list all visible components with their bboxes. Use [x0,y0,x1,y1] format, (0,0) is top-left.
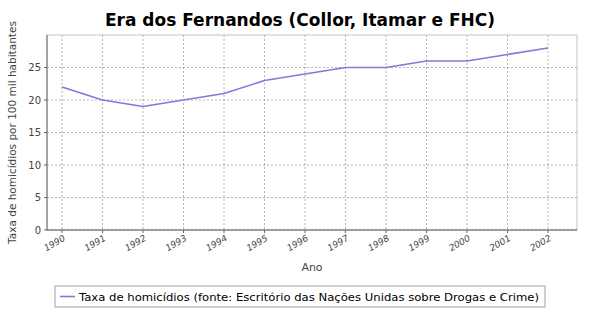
x-tick-label: 1992 [123,233,148,253]
legend-swatch [60,296,75,298]
y-tick-label: 15 [28,127,41,138]
y-grid-line [47,132,577,133]
x-grid-line [62,35,63,230]
y-axis-label: Taxa de homicídios por 100 mil habitante… [6,21,18,245]
x-tick-label: 1995 [245,233,270,253]
y-tick-label: 10 [28,160,41,171]
y-tick-label: 20 [28,95,41,106]
y-tick [44,230,47,231]
x-tick-label: 1991 [83,233,108,253]
x-tick-label: 1999 [407,233,432,253]
chart-title: Era dos Fernandos (Collor, Itamar e FHC) [105,10,495,30]
x-grid-line [426,35,427,230]
x-grid-line [102,35,103,230]
y-grid-line [47,100,577,101]
x-grid-line [345,35,346,230]
x-tick-label: 2000 [447,233,472,253]
series-group [62,48,548,107]
y-tick [44,165,47,166]
legend-label: Taxa de homicídios (fonte: Escritório da… [78,291,539,303]
x-tick-label: 1997 [326,233,351,253]
background [0,0,600,315]
y-tick [44,197,47,198]
y-grid-line [47,165,577,166]
x-tick-label: 1996 [285,233,310,253]
x-grid-line [467,35,468,230]
x-grid-line [507,35,508,230]
y-tick-label: 25 [28,62,41,73]
y-tick-label: 5 [35,192,41,203]
legend: Taxa de homicídios (fonte: Escritório da… [55,286,545,307]
plot-area [47,35,577,230]
x-tick-label: 2002 [528,233,553,253]
x-grid-line [548,35,549,230]
y-tick [44,132,47,133]
series-line [62,48,548,107]
x-grid-line [183,35,184,230]
x-tick-label: 1994 [204,233,229,253]
y-tick [44,67,47,68]
y-grid-line [47,67,577,68]
x-tick-label: 1998 [366,233,391,253]
y-tick-label: 0 [35,225,41,236]
x-tick-label: 1993 [164,233,189,253]
y-grid-line [47,230,577,231]
x-tick-label: 1990 [42,233,67,253]
x-axis [47,230,577,231]
y-grid-line [47,197,577,198]
y-tick [44,100,47,101]
legend-box [55,286,545,307]
x-tick-label: 2001 [488,233,513,253]
chart-svg: 0 5 10 15 20 25 1990 1991 1992 1993 1994 1995 1996 19… [0,0,600,315]
x-axis-label: Ano [301,261,322,274]
x-grid-line [386,35,387,230]
x-grid-line [305,35,306,230]
x-grid-line [224,35,225,230]
x-grid-line [264,35,265,230]
chart-container: 0 5 10 15 20 25 1990 1991 1992 1993 1994 1995 1996 19… [0,0,600,315]
x-grid-line [143,35,144,230]
